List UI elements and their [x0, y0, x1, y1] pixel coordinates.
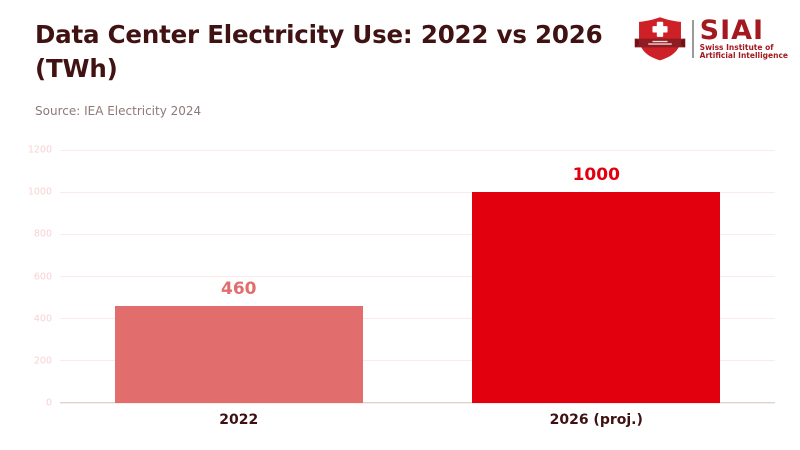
y-tick-label-600: 600: [33, 271, 52, 282]
gridline-200: [60, 360, 775, 362]
bar-2026 (proj.): [472, 192, 721, 403]
bar-2022: [114, 306, 363, 403]
logo-wordmark: SIAI Swiss Institute of Artificial Intel…: [699, 14, 788, 61]
logo-subtitle-line1: Swiss Institute of: [699, 42, 774, 52]
bar-chart: 0 200 400 600 800 1000 1200 460 2022 1000 2026 (pr…: [28, 145, 775, 428]
logo-divider: [691, 20, 694, 58]
gridline-400: [60, 318, 775, 320]
siai-logo: SIAI Swiss Institute of Artificial Intel…: [634, 16, 788, 62]
y-tick-label-400: 400: [33, 313, 52, 325]
source-caption: Source: IEA Electricity 2024: [35, 104, 202, 118]
bar-value-label-2026 (proj.): 1000: [572, 165, 620, 186]
y-tick-label-1000: 1000: [27, 186, 52, 198]
y-tick-label-200: 200: [33, 355, 52, 367]
gridline-600: [60, 276, 775, 277]
gridline-1200: [60, 149, 775, 151]
swiss-shield-icon: [634, 17, 685, 61]
y-tick-label-1200: 1200: [27, 144, 52, 156]
logo-name: SIAI: [699, 14, 765, 46]
gridline-800: [60, 233, 775, 235]
logo-subtitle-line2: Artificial Intelligence: [699, 51, 788, 60]
gridline-1000: [60, 191, 775, 193]
x-tick-label-2026 (proj.): 2026 (proj.): [549, 412, 643, 428]
y-tick-label-0: 0: [45, 397, 52, 409]
bar-value-label-2022: 460: [221, 279, 257, 300]
page-title: Data Center Electricity Use: 2022 vs 202…: [35, 20, 603, 83]
x-tick-label-2022: 2022: [219, 412, 259, 428]
gridline-0: [60, 402, 775, 404]
y-tick-label-800: 800: [33, 228, 52, 240]
